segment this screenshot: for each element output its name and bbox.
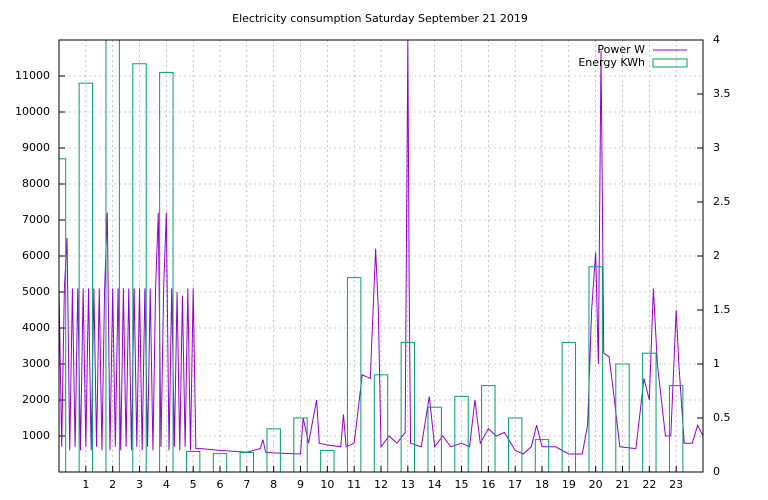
energy-box bbox=[534, 439, 550, 472]
x-tick-label: 15 bbox=[455, 478, 469, 491]
y-tick-label: 5000 bbox=[22, 285, 50, 298]
x-tick-label: 6 bbox=[217, 478, 224, 491]
legend-label: Power W bbox=[597, 43, 645, 56]
y2-tick-label: 4 bbox=[713, 33, 720, 46]
x-tick-label: 22 bbox=[642, 478, 656, 491]
x-tick-label: 23 bbox=[669, 478, 683, 491]
energy-box bbox=[159, 71, 174, 472]
y-tick-label: 4000 bbox=[22, 321, 50, 334]
y2-tick-label: 0 bbox=[713, 465, 720, 478]
energy-box bbox=[185, 450, 201, 472]
x-tick-label: 8 bbox=[270, 478, 277, 491]
x-tick-label: 13 bbox=[401, 478, 415, 491]
labels: 1 2 3 4 5 6 7 8 9 10 11 12 13 14 15 16 17 18 19 20 21 22 23100… bbox=[15, 33, 731, 491]
energy-box bbox=[561, 341, 577, 472]
grid bbox=[59, 39, 703, 473]
y2-tick-label: 0.5 bbox=[713, 411, 731, 424]
energy-box bbox=[668, 385, 684, 472]
x-tick-label: 17 bbox=[508, 478, 522, 491]
y-tick-label: 1000 bbox=[22, 429, 50, 442]
x-tick-label: 21 bbox=[616, 478, 630, 491]
plot-frame bbox=[58, 39, 704, 473]
x-tick-label: 10 bbox=[320, 478, 334, 491]
x-tick-label: 9 bbox=[297, 478, 304, 491]
x-tick-label: 20 bbox=[589, 478, 603, 491]
energy-box bbox=[346, 277, 362, 472]
x-tick-label: 1 bbox=[82, 478, 89, 491]
x-tick-label: 2 bbox=[109, 478, 116, 491]
y2-tick-label: 3.5 bbox=[713, 87, 731, 100]
y2-tick-label: 1.5 bbox=[713, 303, 731, 316]
y-tick-label: 11000 bbox=[15, 69, 50, 82]
energy-box bbox=[400, 341, 416, 472]
y-tick-label: 7000 bbox=[22, 213, 50, 226]
power-line bbox=[59, 40, 703, 455]
x-tick-label: 12 bbox=[374, 478, 388, 491]
energy-box bbox=[293, 417, 308, 472]
x-tick-label: 11 bbox=[347, 478, 361, 491]
y-tick-label: 8000 bbox=[22, 177, 50, 190]
x-tick-label: 7 bbox=[243, 478, 250, 491]
x-tick-label: 19 bbox=[562, 478, 576, 491]
x-tick-label: 14 bbox=[428, 478, 442, 491]
energy-box bbox=[212, 453, 228, 472]
y-tick-label: 2000 bbox=[22, 393, 50, 406]
y2-tick-label: 2 bbox=[713, 249, 720, 262]
legend-swatch bbox=[652, 58, 688, 68]
x-tick-label: 18 bbox=[535, 478, 549, 491]
legend-label: Energy KWh bbox=[578, 56, 645, 69]
chart-title: Electricity consumption Saturday Septemb… bbox=[232, 12, 528, 25]
y-tick-label: 6000 bbox=[22, 249, 50, 262]
energy-box bbox=[507, 417, 523, 472]
energy-box bbox=[642, 352, 657, 472]
y-tick-label: 3000 bbox=[22, 357, 50, 370]
energy-box bbox=[481, 385, 496, 472]
energy-box bbox=[427, 406, 442, 472]
energy-box bbox=[615, 363, 630, 472]
y-tick-label: 9000 bbox=[22, 141, 50, 154]
x-tick-label: 5 bbox=[190, 478, 197, 491]
x-tick-label: 3 bbox=[136, 478, 143, 491]
y2-tick-label: 1 bbox=[713, 357, 720, 370]
y2-tick-label: 3 bbox=[713, 141, 720, 154]
x-tick-label: 16 bbox=[481, 478, 495, 491]
y-tick-label: 10000 bbox=[15, 105, 50, 118]
x-tick-label: 4 bbox=[163, 478, 170, 491]
y2-tick-label: 2.5 bbox=[713, 195, 731, 208]
